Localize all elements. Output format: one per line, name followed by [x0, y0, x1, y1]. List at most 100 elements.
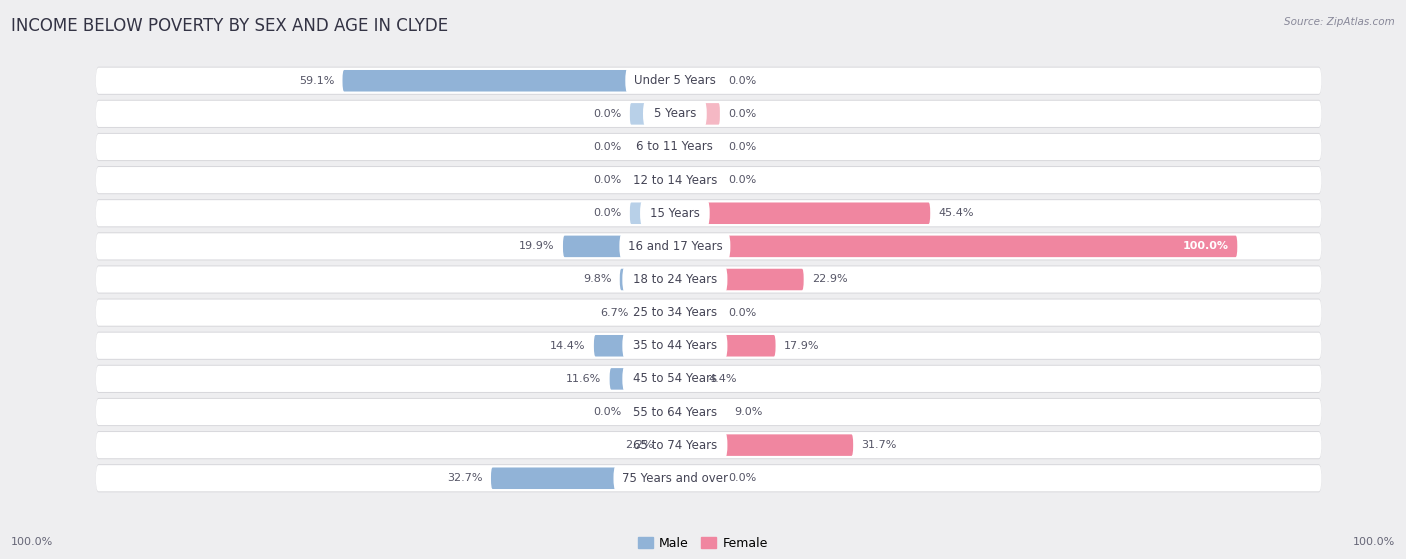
FancyBboxPatch shape: [96, 300, 1322, 326]
Text: 65 to 74 Years: 65 to 74 Years: [633, 439, 717, 452]
FancyBboxPatch shape: [619, 234, 731, 258]
FancyBboxPatch shape: [96, 365, 1322, 393]
FancyBboxPatch shape: [96, 134, 1322, 160]
FancyBboxPatch shape: [562, 235, 675, 257]
FancyBboxPatch shape: [96, 333, 1322, 359]
FancyBboxPatch shape: [623, 367, 727, 391]
Text: 4.4%: 4.4%: [709, 374, 737, 384]
Text: 35 to 44 Years: 35 to 44 Years: [633, 339, 717, 352]
FancyBboxPatch shape: [96, 100, 1322, 128]
FancyBboxPatch shape: [610, 368, 675, 390]
FancyBboxPatch shape: [96, 398, 1322, 426]
Text: 59.1%: 59.1%: [298, 75, 335, 86]
FancyBboxPatch shape: [96, 233, 1322, 259]
Text: 0.0%: 0.0%: [728, 109, 756, 119]
Text: 100.0%: 100.0%: [1182, 241, 1229, 252]
Text: 6.7%: 6.7%: [600, 307, 628, 318]
Text: INCOME BELOW POVERTY BY SEX AND AGE IN CLYDE: INCOME BELOW POVERTY BY SEX AND AGE IN C…: [11, 17, 449, 35]
FancyBboxPatch shape: [96, 464, 1322, 492]
FancyBboxPatch shape: [623, 168, 727, 192]
Text: Source: ZipAtlas.com: Source: ZipAtlas.com: [1284, 17, 1395, 27]
Text: Under 5 Years: Under 5 Years: [634, 74, 716, 87]
Text: 0.0%: 0.0%: [728, 142, 756, 152]
FancyBboxPatch shape: [96, 68, 1322, 94]
FancyBboxPatch shape: [96, 233, 1322, 260]
FancyBboxPatch shape: [675, 70, 720, 92]
FancyBboxPatch shape: [623, 267, 727, 292]
FancyBboxPatch shape: [675, 235, 1237, 257]
Text: 14.4%: 14.4%: [550, 341, 585, 350]
FancyBboxPatch shape: [96, 432, 1322, 458]
FancyBboxPatch shape: [623, 301, 727, 325]
Text: 17.9%: 17.9%: [785, 341, 820, 350]
FancyBboxPatch shape: [630, 401, 675, 423]
Text: 45 to 54 Years: 45 to 54 Years: [633, 372, 717, 385]
FancyBboxPatch shape: [96, 299, 1322, 326]
FancyBboxPatch shape: [675, 368, 700, 390]
Text: 31.7%: 31.7%: [862, 440, 897, 450]
FancyBboxPatch shape: [637, 302, 675, 324]
FancyBboxPatch shape: [630, 136, 675, 158]
FancyBboxPatch shape: [675, 401, 725, 423]
FancyBboxPatch shape: [96, 200, 1322, 226]
FancyBboxPatch shape: [623, 433, 727, 457]
FancyBboxPatch shape: [96, 465, 1322, 491]
FancyBboxPatch shape: [675, 136, 720, 158]
FancyBboxPatch shape: [96, 67, 1322, 95]
Text: 6 to 11 Years: 6 to 11 Years: [637, 140, 713, 154]
Text: 2.2%: 2.2%: [626, 440, 654, 450]
Text: 0.0%: 0.0%: [593, 109, 621, 119]
Text: 0.0%: 0.0%: [728, 307, 756, 318]
Text: 18 to 24 Years: 18 to 24 Years: [633, 273, 717, 286]
Text: 32.7%: 32.7%: [447, 473, 482, 484]
FancyBboxPatch shape: [626, 135, 724, 159]
FancyBboxPatch shape: [620, 269, 675, 290]
Text: 15 Years: 15 Years: [650, 207, 700, 220]
FancyBboxPatch shape: [96, 199, 1322, 228]
FancyBboxPatch shape: [675, 202, 931, 224]
FancyBboxPatch shape: [96, 431, 1322, 459]
Text: 0.0%: 0.0%: [728, 473, 756, 484]
Text: 0.0%: 0.0%: [593, 142, 621, 152]
FancyBboxPatch shape: [593, 335, 675, 357]
Text: 0.0%: 0.0%: [593, 209, 621, 218]
FancyBboxPatch shape: [675, 335, 776, 357]
FancyBboxPatch shape: [96, 331, 1322, 360]
Text: 5 Years: 5 Years: [654, 107, 696, 120]
Text: 100.0%: 100.0%: [11, 537, 53, 547]
FancyBboxPatch shape: [96, 101, 1322, 127]
FancyBboxPatch shape: [96, 366, 1322, 392]
FancyBboxPatch shape: [675, 169, 720, 191]
Text: 0.0%: 0.0%: [728, 75, 756, 86]
Text: 22.9%: 22.9%: [813, 274, 848, 285]
Text: 0.0%: 0.0%: [593, 407, 621, 417]
FancyBboxPatch shape: [675, 467, 720, 489]
FancyBboxPatch shape: [96, 399, 1322, 425]
FancyBboxPatch shape: [675, 302, 720, 324]
Text: 16 and 17 Years: 16 and 17 Years: [627, 240, 723, 253]
FancyBboxPatch shape: [675, 103, 720, 125]
Text: 0.0%: 0.0%: [728, 175, 756, 185]
Text: 12 to 14 Years: 12 to 14 Years: [633, 174, 717, 187]
FancyBboxPatch shape: [96, 167, 1322, 193]
FancyBboxPatch shape: [623, 334, 727, 358]
Text: 100.0%: 100.0%: [1353, 537, 1395, 547]
FancyBboxPatch shape: [96, 266, 1322, 293]
FancyBboxPatch shape: [675, 269, 804, 290]
Text: 75 Years and over: 75 Years and over: [621, 472, 728, 485]
FancyBboxPatch shape: [343, 70, 675, 92]
FancyBboxPatch shape: [630, 169, 675, 191]
FancyBboxPatch shape: [662, 434, 675, 456]
Text: 19.9%: 19.9%: [519, 241, 554, 252]
Text: 25 to 34 Years: 25 to 34 Years: [633, 306, 717, 319]
FancyBboxPatch shape: [623, 400, 727, 424]
FancyBboxPatch shape: [96, 133, 1322, 161]
FancyBboxPatch shape: [640, 201, 710, 225]
Text: 55 to 64 Years: 55 to 64 Years: [633, 405, 717, 419]
FancyBboxPatch shape: [96, 267, 1322, 292]
FancyBboxPatch shape: [675, 434, 853, 456]
Legend: Male, Female: Male, Female: [633, 532, 773, 555]
Text: 0.0%: 0.0%: [593, 175, 621, 185]
FancyBboxPatch shape: [96, 166, 1322, 194]
Text: 9.0%: 9.0%: [734, 407, 762, 417]
